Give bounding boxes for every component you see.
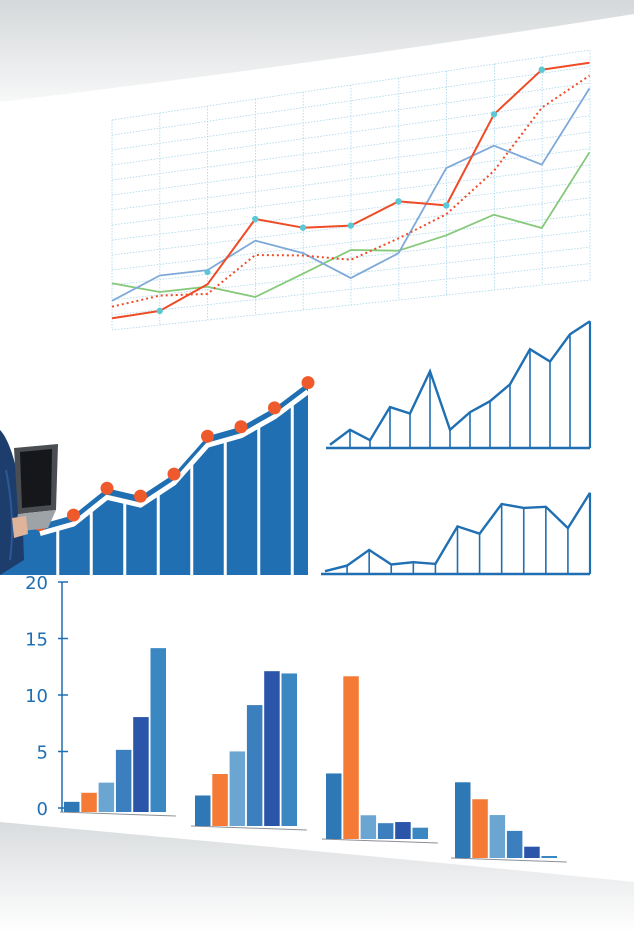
area-marker bbox=[301, 376, 315, 390]
bar bbox=[212, 774, 228, 826]
grid-hline bbox=[111, 213, 591, 271]
bar bbox=[489, 815, 506, 858]
ribbon-line bbox=[39, 389, 310, 536]
series-line-green bbox=[111, 151, 591, 298]
y-tick-label: 5 bbox=[37, 743, 48, 764]
bar bbox=[472, 799, 488, 858]
area-marker bbox=[268, 401, 281, 415]
bar bbox=[229, 751, 246, 826]
area-marker bbox=[134, 489, 147, 503]
bar bbox=[133, 717, 149, 812]
y-tick-label: 15 bbox=[25, 630, 48, 651]
area-bar-chart bbox=[0, 376, 315, 575]
outline-line bbox=[324, 492, 592, 573]
area-marker bbox=[167, 467, 181, 481]
bar bbox=[541, 856, 557, 858]
group-baseline bbox=[450, 857, 567, 863]
grid-hline bbox=[111, 246, 591, 301]
bar bbox=[246, 705, 263, 826]
bar bbox=[264, 671, 280, 826]
line-marker bbox=[299, 224, 307, 231]
grid-hline bbox=[111, 49, 591, 121]
bar bbox=[412, 827, 428, 839]
wall-top-shadow bbox=[0, 0, 634, 102]
line-marker bbox=[252, 215, 259, 223]
bar bbox=[524, 846, 540, 858]
grid-hline bbox=[111, 115, 591, 181]
area-marker bbox=[234, 420, 248, 434]
bar bbox=[395, 822, 411, 839]
bar bbox=[98, 782, 115, 812]
y-tick-label: 10 bbox=[25, 686, 48, 707]
person-suit-fold bbox=[5, 469, 14, 561]
grid-hline bbox=[111, 82, 591, 151]
bar bbox=[326, 773, 342, 839]
bar bbox=[150, 648, 166, 812]
line-marker bbox=[156, 307, 163, 315]
outline-chart-lower bbox=[321, 492, 592, 576]
area-marker bbox=[67, 508, 80, 522]
group-baseline bbox=[59, 811, 176, 817]
line-marker bbox=[538, 66, 545, 73]
grid-hline bbox=[111, 98, 591, 166]
bar bbox=[281, 673, 297, 826]
area-marker bbox=[100, 481, 114, 495]
bar bbox=[360, 815, 377, 839]
y-tick-label: 0 bbox=[37, 799, 48, 820]
line-chart bbox=[111, 49, 591, 331]
person-suit bbox=[0, 430, 24, 575]
bar bbox=[343, 676, 359, 839]
grid-hline bbox=[111, 279, 591, 331]
person-with-laptop bbox=[0, 430, 58, 575]
bar bbox=[115, 749, 132, 812]
group-baseline bbox=[190, 825, 307, 831]
laptop-display bbox=[20, 449, 52, 508]
series-line-light-blue bbox=[111, 87, 591, 302]
area-fill bbox=[0, 382, 308, 575]
bar bbox=[506, 830, 523, 858]
bar bbox=[195, 795, 211, 826]
outline-line bbox=[329, 320, 591, 446]
line-marker bbox=[395, 198, 402, 205]
grid-hline bbox=[111, 148, 591, 211]
bar bbox=[377, 823, 394, 839]
outline-chart-upper bbox=[326, 320, 592, 450]
person-hand bbox=[12, 516, 28, 538]
grid-hline bbox=[111, 66, 591, 136]
grid-hline bbox=[111, 164, 591, 226]
area-marker bbox=[201, 429, 214, 443]
bar bbox=[81, 792, 97, 812]
grid-hline bbox=[111, 181, 591, 241]
line-marker bbox=[347, 222, 354, 229]
grid-hline bbox=[111, 263, 591, 316]
line-marker bbox=[204, 269, 211, 276]
y-tick-label: 20 bbox=[25, 573, 48, 594]
wall-bottom-shadow bbox=[0, 822, 634, 932]
grid-hline bbox=[111, 230, 591, 286]
grid-hline bbox=[111, 131, 591, 196]
line-marker bbox=[443, 202, 450, 209]
group-baseline bbox=[321, 838, 438, 844]
grouped-bar-chart: 0 5 10 15 20 bbox=[25, 573, 567, 863]
bar bbox=[64, 801, 80, 812]
line-marker bbox=[490, 111, 498, 118]
bar bbox=[455, 782, 471, 858]
series-line-red-dotted bbox=[111, 74, 591, 308]
